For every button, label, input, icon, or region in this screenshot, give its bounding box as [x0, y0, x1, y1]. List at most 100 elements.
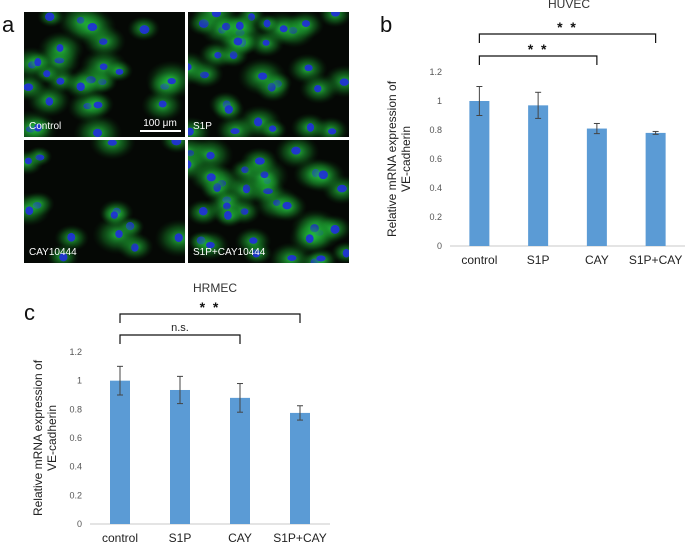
error-bar	[535, 91, 542, 119]
y-axis-label-line2: VE-cadherin	[45, 405, 59, 471]
cell-membrane	[73, 114, 123, 137]
significance-label: n.s.	[171, 322, 189, 334]
cell-nucleus	[206, 151, 215, 160]
panel-letter-c: c	[24, 300, 35, 325]
cell-nucleus	[34, 58, 42, 67]
cell-nucleus	[188, 160, 192, 169]
bar-cay	[230, 397, 250, 524]
significance-bracket: * *	[478, 41, 598, 65]
cell-membrane	[24, 72, 48, 102]
error-bar	[297, 405, 303, 421]
cell-nucleus	[330, 224, 340, 234]
cell-nucleus	[56, 44, 64, 52]
cell-nucleus	[34, 123, 42, 132]
cell-membrane	[24, 149, 44, 176]
cell-nucleus	[67, 232, 76, 242]
bar-s1p	[528, 105, 549, 246]
y-tick-label: 0.4	[69, 462, 82, 472]
category-label: control	[461, 253, 497, 267]
cell-nucleus	[206, 173, 216, 182]
y-axis-label-line1: Relative mRNA expression of	[31, 359, 45, 516]
y-axis-label: Relative mRNA expression of VE-cadherin	[385, 80, 413, 237]
significance-bracket: * *	[478, 19, 657, 43]
category-label: CAY	[228, 531, 252, 544]
error-bar	[117, 365, 123, 396]
cell-nucleus	[253, 117, 263, 127]
y-tick-label: 0.6	[69, 433, 82, 443]
cell-nucleus	[279, 25, 288, 33]
cell-nucleus	[257, 72, 268, 80]
cell-membrane	[89, 140, 136, 160]
y-tick-label: 0.8	[429, 125, 442, 135]
micrograph-tile: S1P	[188, 12, 349, 137]
bar-s1p-cay	[290, 412, 310, 524]
y-axis-label: Relative mRNA expression of VE-cadherin	[31, 359, 59, 516]
cell-nucleus	[282, 201, 292, 210]
scale-bar: 100 μm	[140, 118, 181, 132]
cell-nucleus	[254, 157, 265, 165]
cell-nucleus	[306, 123, 315, 132]
category-label: CAY	[585, 253, 609, 267]
y-tick-label: 1.2	[429, 67, 442, 77]
micrograph-tile: S1P+CAY10444	[188, 140, 349, 263]
bar-control	[469, 101, 490, 246]
y-axis-label-line1: Relative mRNA expression of	[385, 80, 399, 237]
cell-nucleus	[24, 83, 34, 91]
y-tick-label: 0.2	[429, 212, 442, 222]
cell-nucleus	[188, 63, 192, 71]
cell-nucleus	[287, 255, 297, 262]
cell-nucleus	[268, 125, 277, 132]
error-bar	[593, 122, 600, 135]
category-label: S1P	[169, 531, 192, 544]
micrograph-label: Control	[29, 121, 61, 132]
chart-title: HRMEC	[193, 281, 237, 295]
cell-nucleus	[233, 37, 243, 46]
cell-nucleus	[316, 255, 326, 262]
micrograph-tile: Control	[24, 12, 185, 137]
cell-membrane	[268, 242, 313, 263]
micrograph-label: S1P+CAY10444	[193, 247, 266, 258]
error-bar	[652, 130, 659, 135]
cell-nucleus	[93, 101, 103, 109]
bar-s1p	[170, 389, 190, 524]
cell-nucleus	[188, 127, 194, 136]
cell-nucleus	[223, 210, 232, 220]
cell-nucleus	[25, 206, 34, 216]
cell-nucleus	[339, 78, 349, 86]
cell-membrane	[24, 192, 51, 227]
cell-nucleus	[115, 68, 124, 75]
cell-nucleus	[171, 140, 182, 146]
micrograph-label: S1P	[193, 121, 212, 132]
y-tick-label: 0.2	[69, 490, 82, 500]
cell-nucleus	[304, 64, 313, 72]
significance-label: * *	[528, 41, 549, 57]
cell-nucleus	[158, 100, 167, 108]
cell-nucleus	[174, 233, 183, 243]
cell-nucleus	[139, 25, 150, 34]
cell-nucleus	[224, 105, 233, 114]
chart-huvec: HUVEC 0 0.2 0.4 0.6 0.8 1 1.2 Relative mRNA expr…	[385, 0, 685, 267]
y-tick-label: 1	[77, 376, 82, 386]
y-tick-label: 1.2	[69, 347, 82, 357]
significance-label: * *	[557, 19, 578, 35]
error-bar	[177, 375, 183, 405]
cell-membrane	[154, 218, 185, 258]
cell-nucleus	[314, 84, 322, 93]
cell-membrane	[331, 241, 349, 263]
category-label: S1P+CAY	[273, 531, 326, 544]
y-tick-label: 0	[77, 519, 82, 529]
cell-membrane	[145, 60, 185, 101]
cell-nucleus	[24, 157, 32, 165]
chart-hrmec: HRMEC 0 0.2 0.4 0.6 0.8 1 1.2 Relative mRNA expr…	[31, 281, 330, 544]
scale-bar-label: 100 μm	[143, 118, 177, 129]
cell-nucleus	[167, 78, 176, 85]
micrograph-grid: Control S1P CAY10444 S1P+CAY10444 100 μm	[24, 12, 349, 263]
y-tick-label: 0.4	[429, 183, 442, 193]
y-tick-label: 1	[437, 96, 442, 106]
significance-label: * *	[200, 299, 221, 315]
cell-membrane	[188, 51, 211, 86]
y-tick-label: 0.8	[69, 404, 82, 414]
cell-nucleus	[45, 97, 54, 106]
cell-nucleus	[59, 252, 68, 262]
cell-nucleus	[115, 230, 123, 239]
